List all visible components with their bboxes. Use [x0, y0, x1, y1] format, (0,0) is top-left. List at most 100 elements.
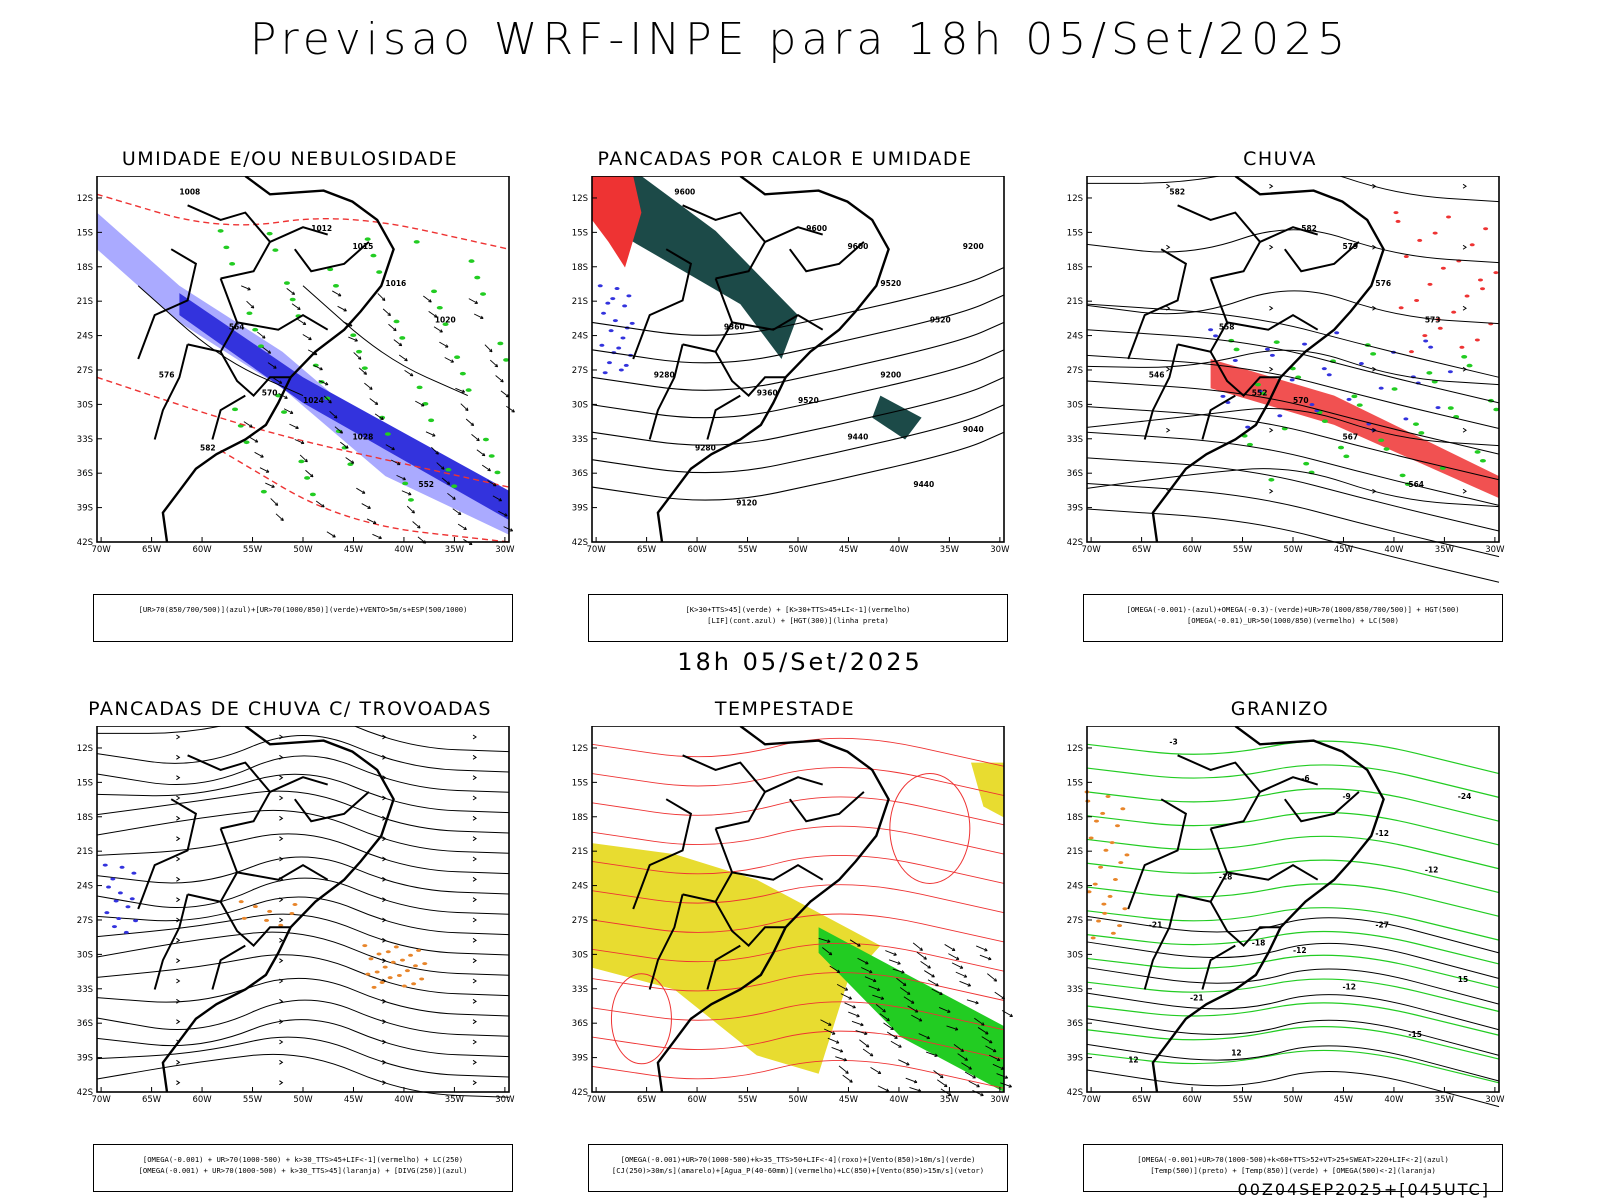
country-border	[236, 863, 329, 881]
lon-label: 45W	[344, 1095, 364, 1105]
lon-label: 70W	[92, 1095, 112, 1105]
contour-label: 9200	[880, 370, 901, 379]
wind-vector	[353, 352, 362, 360]
temp500-contour	[1086, 915, 1500, 954]
rain-red	[1483, 227, 1489, 231]
humidity-low-green	[370, 253, 377, 258]
streamline-arrow	[176, 856, 181, 862]
humidity-low-green	[229, 262, 236, 266]
omega500-orange	[1122, 907, 1128, 911]
wind-vector-head	[380, 416, 384, 420]
humidity-low-green	[266, 231, 273, 236]
wind-vector	[476, 449, 486, 457]
rain-blue	[1302, 342, 1308, 346]
contour-label: 9120	[736, 498, 757, 507]
wind-vector-head	[869, 969, 873, 974]
streamline	[96, 755, 510, 793]
wind-vector-head	[262, 335, 266, 339]
jet-yellow-fill	[971, 762, 1004, 818]
wind-vector	[468, 298, 478, 304]
streamline-arrow	[472, 1059, 477, 1065]
lat-label: 30S	[1067, 400, 1083, 410]
country-border	[1177, 828, 1229, 903]
wind-vector	[968, 1080, 980, 1088]
omega500-orange	[1117, 924, 1123, 928]
panel-granizo: GRANIZO -3 -6 -9 -12 -12 -12 -12 -15 -18 -18 -21 -2…	[1045, 698, 1515, 1198]
wind-vector-head	[408, 492, 412, 496]
wind-vector	[401, 490, 412, 496]
omega500-orange	[1093, 819, 1099, 823]
wind-vector-head	[828, 1022, 832, 1026]
wind-vector	[425, 431, 436, 437]
lat-label: 15S	[572, 228, 588, 238]
streamline	[1086, 407, 1500, 447]
wind-vector-head	[304, 458, 308, 463]
lat-label: 39S	[77, 504, 93, 514]
country-border	[1201, 394, 1236, 440]
country-border	[293, 791, 370, 823]
contour-label: 1028	[352, 433, 373, 442]
wind-vector	[907, 1005, 919, 1013]
wind-vector-head	[864, 1031, 868, 1036]
streamline	[96, 954, 510, 997]
temp850-contour	[1086, 1049, 1500, 1084]
lat-label: 42S	[1067, 1088, 1083, 1098]
wind-vector	[265, 482, 275, 488]
wind-vector	[948, 953, 960, 960]
wind-vector-head	[324, 382, 329, 386]
wind-vector	[905, 1077, 918, 1083]
wind-vector-head	[843, 1057, 848, 1062]
streamline-arrow	[1462, 305, 1467, 311]
hgt500-contour	[1086, 329, 1500, 404]
wind-vector-head	[860, 1022, 864, 1027]
wind-vector	[979, 954, 992, 960]
thickness-contour	[96, 376, 510, 488]
wind-vector	[313, 364, 323, 371]
streamline-arrow	[382, 836, 387, 842]
lon-label: 40W	[889, 1095, 909, 1105]
country-border	[211, 944, 246, 990]
wind-vector	[820, 1019, 832, 1026]
rain-blue	[1447, 370, 1453, 374]
streamline-arrow	[1166, 244, 1171, 250]
streamline-arrow	[382, 876, 387, 882]
wind-vector	[877, 1085, 889, 1092]
wind-vector	[243, 421, 253, 428]
contour-label: -27	[1375, 920, 1389, 929]
lif-contour	[616, 346, 622, 350]
thunder-orange	[396, 973, 402, 977]
rain-red	[1477, 278, 1483, 282]
wind-vector-head	[428, 299, 432, 303]
wind-vector	[473, 313, 484, 319]
wind-vector-head	[967, 983, 971, 987]
wind-vector-head	[343, 308, 347, 312]
rain-red	[1480, 287, 1486, 291]
divergence-blue	[104, 911, 110, 915]
wind-vector	[890, 1040, 902, 1048]
lif-contour	[614, 287, 620, 291]
humidity-low-green	[260, 489, 267, 494]
humidity-low-green	[364, 237, 371, 241]
humidity-low-green	[407, 498, 414, 502]
wind-vector-head	[373, 520, 377, 524]
wind-vector	[460, 403, 469, 411]
thickness-contour	[96, 193, 510, 250]
wind-vector-head	[894, 1035, 898, 1039]
wind-vector-head	[387, 312, 391, 317]
streamline-arrow	[472, 1080, 477, 1086]
rain-red	[1414, 298, 1420, 302]
streamline-arrow	[279, 836, 284, 842]
wind-vector	[885, 950, 897, 956]
lif-contour	[626, 294, 632, 298]
wind-vector-head	[363, 371, 367, 375]
lat-label: 42S	[572, 538, 588, 548]
streamline	[1086, 468, 1500, 508]
streamline	[96, 735, 510, 773]
wind-vector-head	[465, 407, 469, 411]
contour-label: -21	[1190, 994, 1204, 1003]
lon-label: 55W	[1233, 1095, 1253, 1105]
humidity-low-green	[289, 297, 296, 302]
wind-vector-head	[836, 969, 841, 973]
streamline-arrow	[1372, 488, 1377, 494]
wind-vector-head	[877, 1070, 882, 1075]
